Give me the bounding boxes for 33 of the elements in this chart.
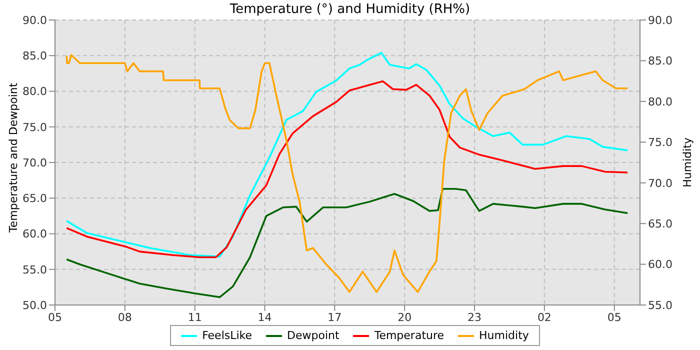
y2-tick-label: 75.0: [648, 136, 672, 150]
x-tick-label: 17: [328, 310, 342, 324]
y2-tick-label: 65.0: [648, 217, 672, 230]
y2-tick-label: 60.0: [648, 258, 672, 272]
y-tick-label: 60.0: [22, 228, 47, 241]
legend-label: Temperature: [373, 329, 444, 342]
legend-label: FeelsLike: [201, 329, 252, 342]
x-tick-label: 11: [188, 310, 202, 324]
y-tick-label: 90.0: [22, 14, 47, 27]
y-tick-label: 85.0: [22, 50, 47, 63]
y2-tick-label: 70.0: [648, 176, 672, 190]
x-tick-label: 05: [607, 310, 622, 324]
y2-tick-label: 55.0: [648, 298, 672, 312]
chart-title: Temperature (°) and Humidity (RH%): [230, 2, 470, 17]
x-tick-label: 14: [258, 310, 272, 324]
x-tick-label: 08: [118, 310, 132, 324]
y-tick-label: 65.0: [22, 192, 47, 206]
y-axis-title: Temperature and Dewpoint: [6, 82, 20, 234]
x-tick-label: 23: [468, 310, 482, 324]
y-tick-label: 80.0: [22, 85, 47, 98]
y2-tick-label: 85.0: [648, 54, 672, 68]
legend-label: Dewpoint: [286, 329, 340, 342]
legend-label: Humidity: [478, 329, 529, 342]
y-tick-label: 55.0: [22, 263, 47, 276]
y2-tick-label: 90.0: [648, 14, 672, 27]
y-tick-label: 75.0: [22, 120, 47, 134]
y2-tick-label: 80.0: [648, 95, 672, 108]
y-tick-label: 50.0: [22, 298, 47, 312]
y-tick-label: 70.0: [22, 156, 47, 170]
y2-axis-title: Humidity: [680, 137, 694, 188]
x-tick-label: 05: [48, 310, 62, 324]
x-tick-label: 20: [398, 310, 412, 324]
x-tick-label: 02: [537, 310, 552, 324]
